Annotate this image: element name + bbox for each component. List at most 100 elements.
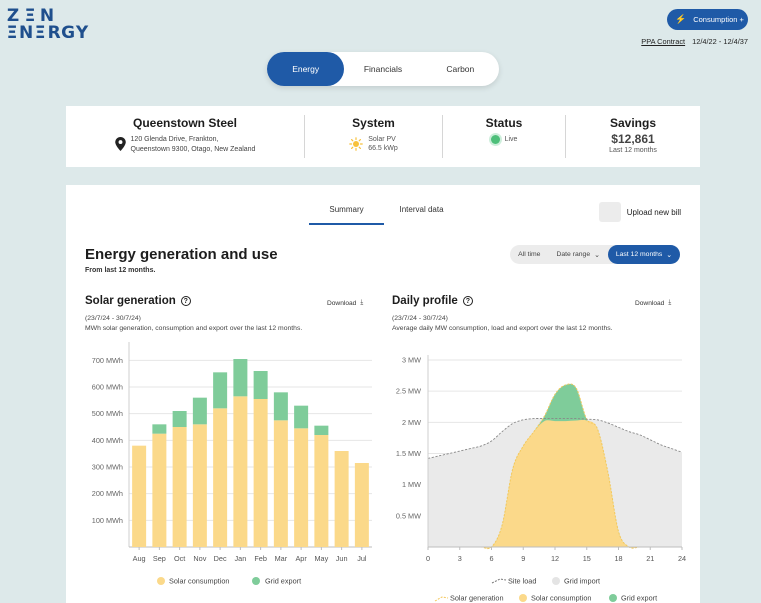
divider [442, 115, 443, 158]
solar-download-button[interactable]: Download ⤓ [327, 299, 364, 307]
x-tick-label: 12 [551, 554, 559, 563]
bar-solar-consumption [172, 427, 187, 547]
bar-grid-export [294, 405, 309, 429]
tab-energy[interactable]: Energy [267, 52, 345, 86]
y-tick-label: 0.5 MW [396, 511, 421, 520]
contract-dates: 12/4/22 - 12/4/37 [692, 37, 748, 46]
area-solar-consumption [428, 419, 682, 549]
system-type: Solar PV [368, 136, 396, 143]
x-tick-label: Dec [214, 554, 227, 563]
bar-solar-consumption [354, 463, 369, 547]
logo-row-top: Z Ξ N [6, 6, 55, 26]
address-line-2: Queenstown 9300, Otago, New Zealand [130, 146, 256, 153]
legend-grid-export-swatch [609, 594, 617, 602]
system-info: Solar PV 66.5 kWp [349, 135, 398, 153]
zen-energy-logo: Z Ξ N Ξ N Ξ R G Y [5, 6, 89, 43]
solar-description: MWh solar generation, consumption and ex… [85, 324, 303, 332]
consumption-button[interactable]: ⚡ Consumption + [667, 9, 748, 30]
solar-chart-title: Solar generation ? [85, 295, 191, 307]
bar-solar-consumption [152, 433, 167, 547]
tab-interval-data[interactable]: Interval data [399, 205, 444, 214]
y-tick-label: 400 MWh [92, 436, 123, 445]
site-column: Queenstown Steel 120 Glenda Drive, Frank… [66, 106, 304, 167]
section-subtitle: From last 12 months. [85, 267, 156, 274]
contract-info: PPA Contract 12/4/22 - 12/4/37 [641, 37, 748, 46]
status-column: Status Live [443, 106, 565, 167]
status-value: Live [504, 136, 518, 143]
filter-last-12-months[interactable]: Last 12 months ⌄ [607, 245, 680, 264]
filter-date-range[interactable]: Date range ⌄ [556, 251, 600, 259]
site-address: 120 Glenda Drive, Frankton, Queenstown 9… [114, 135, 256, 155]
x-tick-label: Jul [357, 554, 367, 563]
divider [565, 115, 566, 158]
sub-tabs: Summary Interval data [309, 205, 459, 225]
x-tick-label: Aug [133, 554, 146, 563]
x-tick-label: 15 [583, 554, 591, 563]
location-pin-icon [114, 137, 126, 151]
bar-solar-consumption [273, 420, 288, 547]
x-tick-label: 24 [678, 554, 686, 563]
main-tabs: Energy Financials Carbon [267, 52, 499, 86]
bar-solar-consumption [294, 428, 309, 547]
solar-generation-chart: 100 MWh 200 MWh 300 MWh 400 MWh 500 MWh 600 M… [92, 342, 372, 563]
daily-chart-title: Daily profile ? [392, 295, 473, 307]
status-indicator: Live [490, 135, 518, 144]
bar-solar-consumption [233, 396, 248, 547]
daily-description: Average daily MW consumption, load and e… [392, 324, 613, 332]
daily-profile-chart: 0.5 MW 1 MW 1.5 MW 2 MW 2.5 MW 3 MW 0 3 6 9 12 15 18… [396, 355, 686, 563]
system-capacity: 66.5 kWp [368, 145, 398, 152]
bar-grid-export [152, 424, 167, 434]
bar-solar-consumption [314, 435, 329, 547]
legend-grid-export-label: Grid export [621, 594, 657, 603]
chevron-down-icon: ⌄ [666, 251, 672, 259]
system-title: System [352, 116, 395, 130]
filter-all-time[interactable]: All time [518, 251, 541, 258]
bar-grid-export [213, 372, 228, 409]
help-icon[interactable]: ? [180, 296, 191, 306]
y-tick-label: 1 MW [402, 480, 421, 489]
divider [304, 115, 305, 158]
bar-grid-export [192, 397, 207, 425]
x-tick-label: Feb [254, 554, 267, 563]
savings-column: Savings $12,861 Last 12 months [566, 106, 700, 167]
bar-grid-export [273, 392, 288, 421]
download-icon: ⤓ [360, 299, 364, 306]
legend-solar-consumption-swatch [157, 577, 165, 585]
y-tick-label: 200 MWh [92, 489, 123, 498]
chart-legends: Solar consumption Grid export Site load Gri… [157, 577, 657, 603]
logo-row-bottom: Ξ N Ξ R G Y [6, 23, 89, 43]
y-tick-label: 300 MWh [92, 463, 123, 472]
legend-grid-import-label: Grid import [564, 577, 600, 586]
y-tick-label: 2.5 MW [396, 387, 421, 396]
address-line-1: 120 Glenda Drive, Frankton, [130, 136, 219, 143]
savings-value: $12,861 [611, 132, 655, 146]
ppa-contract-link[interactable]: PPA Contract [641, 37, 686, 46]
legend-grid-export-label: Grid export [265, 577, 301, 586]
site-summary-card: Queenstown Steel 120 Glenda Drive, Frank… [66, 106, 700, 167]
x-tick-label: 9 [521, 554, 525, 563]
sun-icon [349, 137, 364, 151]
y-tick-label: 3 MW [402, 356, 421, 365]
help-icon[interactable]: ? [462, 296, 473, 306]
upload-icon [598, 202, 621, 222]
y-tick-label: 500 MWh [92, 409, 123, 418]
download-icon: ⤓ [668, 299, 672, 306]
savings-period: Last 12 months [609, 147, 657, 154]
x-tick-label: 21 [646, 554, 654, 563]
upload-bill-button[interactable]: Upload new bill [598, 202, 681, 222]
x-tick-label: Apr [295, 554, 307, 563]
x-tick-label: 18 [614, 554, 622, 563]
tab-financials[interactable]: Financials [363, 64, 403, 74]
daily-download-button[interactable]: Download ⤓ [635, 299, 672, 307]
legend-site-load-label: Site load [508, 577, 536, 586]
x-tick-label: Jun [336, 554, 348, 563]
tab-summary[interactable]: Summary [309, 205, 384, 225]
x-tick-label: Mar [275, 554, 288, 563]
bar-solar-consumption [192, 424, 207, 547]
bar-grid-export [253, 371, 268, 399]
tab-carbon[interactable]: Carbon [446, 64, 475, 74]
x-tick-label: Sep [153, 554, 166, 563]
y-tick-label: 1.5 MW [396, 449, 421, 458]
date-filter-group: All time Date range ⌄ Last 12 months ⌄ [510, 245, 680, 264]
